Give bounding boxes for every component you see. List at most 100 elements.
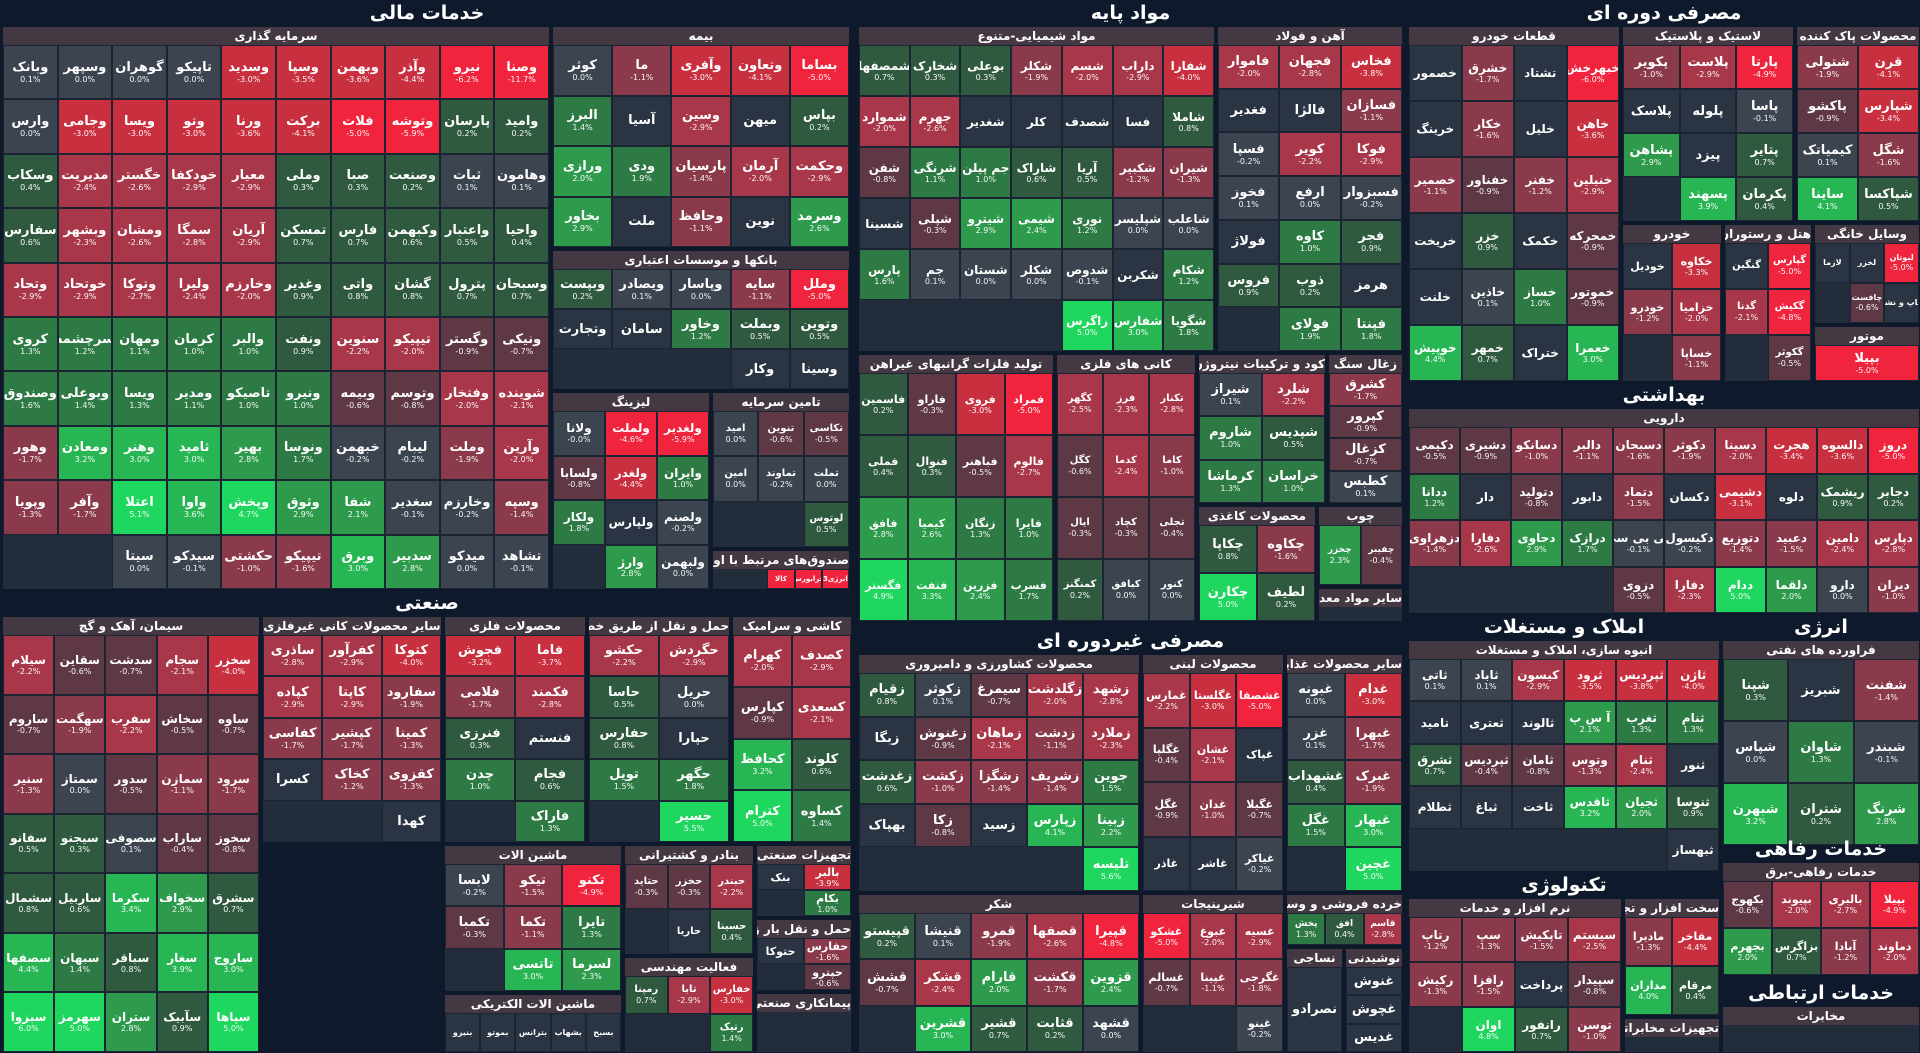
stock-tile[interactable]: وکار (730, 349, 790, 389)
stock-tile[interactable]: کزغال -0.7% (1329, 438, 1402, 471)
stock-tile[interactable]: کپرور -0.9% (1329, 405, 1402, 438)
stock-tile[interactable]: سخوز -0.8% (207, 813, 259, 874)
stock-tile[interactable]: شپدیس 0.5% (1262, 416, 1325, 460)
stock-tile[interactable]: زنگان 1.3% (956, 497, 1005, 559)
stock-tile[interactable]: شیران -1.3% (1163, 147, 1214, 198)
stock-tile[interactable]: کرماشا 1.3% (1199, 459, 1262, 503)
stock-tile[interactable]: دارو 0.0% (1817, 566, 1868, 613)
stock-tile[interactable]: وسکاب 0.4% (3, 153, 58, 209)
stock-tile[interactable]: غپینا -1.1% (1189, 959, 1237, 1006)
stock-tile[interactable]: ومعادن 3.2% (57, 425, 113, 481)
stock-tile[interactable]: ومهان 1.1% (112, 317, 167, 372)
stock-tile[interactable]: شبهرن 3.2% (1723, 783, 1789, 845)
industry-group[interactable]: مخابرات (1722, 1006, 1920, 1053)
industry-group[interactable]: لاستیک و پلاستیک پارتا -4.9% پلاست -2.9% پکوی… (1622, 26, 1794, 222)
stock-tile[interactable]: خودکفا -2.9% (166, 153, 222, 209)
stock-tile[interactable]: ویسا -3.0% (112, 99, 167, 154)
stock-tile[interactable]: دکوثر -1.9% (1664, 427, 1715, 474)
stock-tile[interactable]: تماوند -0.2% (758, 456, 804, 502)
stock-tile[interactable]: فولای 1.9% (1279, 307, 1341, 351)
stock-tile[interactable]: شاملا 0.8% (1163, 96, 1214, 147)
stock-tile[interactable]: داراب -2.9% (1112, 45, 1164, 96)
industry-group[interactable]: سیمان، آهک و گچ سخزر -4.0% سجام -2.1% سدشت -0.… (2, 616, 260, 1053)
stock-tile[interactable]: ریشمک 0.9% (1817, 473, 1868, 520)
stock-tile[interactable]: کگل -0.6% (1057, 435, 1103, 497)
stock-tile[interactable]: تشتاد (1514, 45, 1567, 101)
stock-tile[interactable]: حکشتی -1.0% (221, 534, 276, 589)
stock-tile[interactable]: سفانو 0.5% (3, 813, 55, 874)
industry-group[interactable]: تولید فلزات گرانبهای غیراهن فمراد -5.0% فرو… (858, 354, 1054, 622)
industry-group[interactable]: سرمایه گذاری وصنا -11.7% نیرو -6.2% وآذر -4.4%… (2, 26, 550, 590)
stock-tile[interactable]: شفارس 3.0% (1112, 300, 1164, 351)
stock-tile[interactable]: خکمک (1514, 213, 1567, 269)
stock-tile[interactable]: زغنوش -0.9% (915, 716, 971, 761)
stock-tile[interactable]: سجام -2.1% (156, 635, 208, 695)
stock-tile[interactable]: وتحاد -2.9% (3, 262, 58, 317)
stock-tile[interactable]: تیکو -1.5% (503, 864, 563, 907)
industry-group[interactable]: لیزینگ ولغدیر -5.9% ولملت -4.6% ولانا -0.0% وای… (552, 392, 710, 590)
stock-tile[interactable]: پارتا -4.9% (1736, 45, 1793, 89)
stock-tile[interactable]: کدما -2.4% (1103, 435, 1149, 497)
stock-tile[interactable]: غشهداب 0.4% (1287, 760, 1345, 804)
industry-group[interactable]: سایر مواد معدنی (1318, 588, 1403, 622)
stock-tile[interactable]: ولانا -0.0% (553, 411, 605, 456)
stock-tile[interactable]: خفنر -1.2% (1514, 157, 1567, 213)
stock-tile[interactable]: ولغدیر -5.9% (657, 411, 709, 456)
stock-tile[interactable]: دتوزیع -1.4% (1715, 520, 1766, 567)
stock-tile[interactable]: ساذری -2.8% (263, 635, 323, 677)
stock-tile[interactable]: غگیلا -0.7% (1236, 782, 1283, 837)
stock-tile[interactable]: پخش 1.3% (1287, 913, 1326, 945)
stock-tile[interactable]: فنرزی 0.3% (445, 717, 515, 760)
industry-group[interactable]: موتور بپیلا -5.0% (1814, 326, 1920, 382)
stock-tile[interactable]: سیتا 0.0% (112, 534, 167, 589)
stock-tile[interactable]: فرز -2.3% (1103, 373, 1149, 435)
stock-tile[interactable]: رمپنا 0.7% (625, 976, 668, 1014)
stock-tile[interactable]: دفارا -2.3% (1664, 566, 1715, 613)
stock-tile[interactable]: ساینا 4.1% (1797, 177, 1858, 221)
stock-tile[interactable]: ولبهمن 0.0% (657, 544, 709, 589)
stock-tile[interactable]: خعمرا 3.0% (1566, 325, 1619, 381)
stock-tile[interactable]: دکیمی -0.5% (1409, 427, 1460, 474)
industry-group[interactable]: کانی های فلزی تکنار -2.8% فرز -2.3% کگهر -2.5%… (1056, 354, 1196, 622)
stock-tile[interactable]: ساوه -0.7% (207, 694, 259, 755)
stock-tile[interactable]: حفارس -1.6% (804, 938, 851, 964)
stock-tile[interactable]: فسرب 1.7% (1004, 559, 1053, 621)
stock-tile[interactable]: تایرا 1.3% (562, 906, 621, 949)
stock-tile[interactable]: نوری 1.2% (1061, 198, 1113, 249)
stock-tile[interactable]: وکبهمن 0.6% (385, 208, 440, 263)
stock-tile[interactable]: دامین -2.4% (1817, 520, 1868, 567)
stock-tile[interactable]: کسرا (263, 759, 323, 801)
stock-tile[interactable]: فوکا -2.9% (1340, 132, 1402, 177)
stock-tile[interactable]: تکما -1.1% (503, 906, 563, 949)
stock-tile[interactable]: شاراک 0.6% (1011, 147, 1062, 198)
stock-tile[interactable]: غبوغ -2.0% (1189, 913, 1237, 960)
stock-tile[interactable]: فمراد -5.0% (1004, 373, 1053, 435)
stock-tile[interactable]: دحاوی 2.9% (1511, 520, 1562, 567)
stock-tile[interactable]: وهامون 0.1% (494, 153, 549, 209)
stock-tile[interactable]: برکت -4.1% (276, 99, 331, 154)
stock-tile[interactable]: وفتخار -2.0% (439, 371, 495, 426)
stock-tile[interactable]: غنوش (1346, 967, 1402, 996)
stock-tile[interactable]: وخارزم -0.2% (439, 480, 495, 535)
stock-tile[interactable]: ولغدر -4.4% (605, 455, 657, 500)
stock-tile[interactable]: لبوتان -5.0% (1884, 243, 1919, 283)
stock-tile[interactable]: وامید 0.2% (494, 99, 549, 154)
stock-tile[interactable]: کفاسی -1.7% (263, 717, 323, 760)
stock-tile[interactable]: فایرا 1.0% (1004, 497, 1053, 559)
stock-tile[interactable]: مداران 4.0% (1625, 966, 1672, 1015)
industry-group[interactable]: کاشی و سرامیک کصدف -2.9% کهرام -2.0% کسعدی -2.… (732, 616, 852, 843)
stock-tile[interactable]: تاتسی 3.0% (503, 948, 563, 991)
stock-tile[interactable]: مدیریت -2.4% (57, 153, 113, 209)
stock-tile[interactable]: کحافظ 3.2% (733, 738, 792, 791)
stock-tile[interactable]: دماوند -2.0% (1870, 928, 1919, 975)
industry-group[interactable]: کود و ترکیبات نیتروژن شلرد -2.2% شیراز 0.1% ش… (1198, 354, 1326, 504)
stock-tile[interactable]: پکرمان 0.4% (1736, 177, 1793, 221)
stock-tile[interactable]: حبندر -2.2% (710, 864, 753, 909)
stock-tile[interactable]: دشیری -0.9% (1460, 427, 1511, 474)
stock-tile[interactable]: پرداخت (1515, 962, 1568, 1007)
stock-tile[interactable]: تاصیکو 1.0% (221, 371, 276, 426)
stock-tile[interactable]: وخارزم -2.0% (221, 262, 276, 317)
stock-tile[interactable]: وخاور 1.2% (671, 309, 731, 349)
stock-tile[interactable]: فروس 0.9% (1218, 263, 1280, 308)
stock-tile[interactable]: مادیرا -1.3% (1625, 917, 1672, 966)
